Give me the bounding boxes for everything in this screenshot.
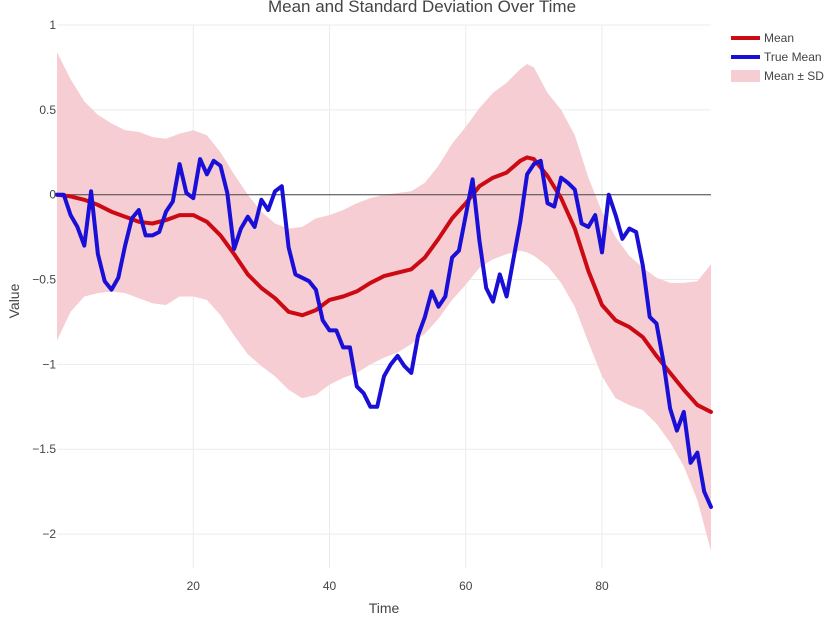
series-layer [55,155,713,509]
legend-band-label: Mean ± SD [764,69,824,83]
band-layer [57,52,711,551]
legend: Mean True Mean Mean ± SD [731,31,824,83]
y-tick-label: −1 [42,357,56,371]
y-tick-label: −1.5 [32,442,56,456]
sd-band [57,52,711,551]
chart-title: Mean and Standard Deviation Over Time [268,0,576,16]
x-tick-label: 20 [187,579,201,593]
y-tick-label: 1 [49,18,56,32]
y-tick-label: 0 [49,188,56,202]
y-tick-label: −0.5 [32,273,56,287]
x-tick-label: 40 [323,579,337,593]
legend-mean-label: Mean [764,31,794,45]
legend-true-mean-label: True Mean [764,50,822,64]
x-tick-label: 60 [459,579,473,593]
legend-band-swatch [731,70,760,82]
mean-line [55,155,713,414]
y-tick-label: −2 [42,527,56,541]
x-tick-label: 80 [595,579,609,593]
y-tick-label: 0.5 [39,103,56,117]
true-mean-line [55,157,713,509]
x-axis-title: Time [369,600,400,616]
y-axis-title: Value [6,283,22,318]
tick-label-layer: 20 40 60 80 1 0.5 0 −0.5 −1 −1.5 −2 [32,18,609,593]
